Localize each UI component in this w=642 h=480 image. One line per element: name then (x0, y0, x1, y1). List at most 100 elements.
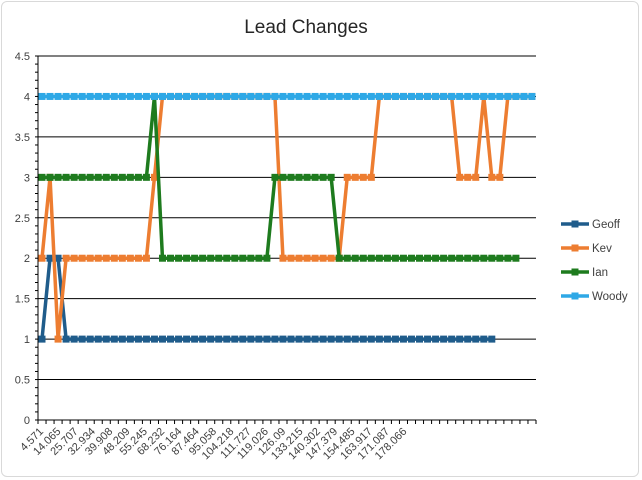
data-point (359, 173, 367, 181)
data-point (480, 254, 488, 262)
data-point (94, 254, 102, 262)
data-point (46, 254, 54, 262)
data-point (319, 254, 327, 262)
data-point (94, 173, 102, 181)
data-point (327, 254, 335, 262)
data-point (183, 92, 191, 100)
data-point (239, 254, 247, 262)
y-tick-label: 2.5 (15, 213, 30, 225)
data-point (167, 92, 175, 100)
data-point (295, 254, 303, 262)
legend-label: Ian (592, 267, 608, 279)
data-point (62, 254, 70, 262)
data-point (399, 335, 407, 343)
data-point (279, 254, 287, 262)
data-point (231, 335, 239, 343)
data-point (472, 92, 480, 100)
data-point (424, 92, 432, 100)
data-point (375, 92, 383, 100)
data-point (383, 335, 391, 343)
series-woody (38, 92, 536, 100)
data-point (86, 254, 94, 262)
data-point (142, 173, 150, 181)
data-point (279, 335, 287, 343)
data-point (46, 92, 54, 100)
data-point (223, 92, 231, 100)
y-tick-label: 3.5 (15, 132, 30, 144)
data-point (488, 92, 496, 100)
y-tick-label: 0 (24, 415, 30, 427)
data-point (319, 173, 327, 181)
data-point (175, 254, 183, 262)
data-point (54, 173, 62, 181)
data-point (303, 254, 311, 262)
legend: Geoff Kev Ian Woody (561, 219, 628, 303)
data-point (158, 335, 166, 343)
data-point (391, 335, 399, 343)
data-point (432, 92, 440, 100)
data-point (464, 254, 472, 262)
data-point (62, 92, 70, 100)
data-point (215, 254, 223, 262)
data-point (432, 254, 440, 262)
data-point (110, 173, 118, 181)
data-point (126, 173, 134, 181)
y-tick-label: 2 (24, 253, 30, 265)
data-point (255, 254, 263, 262)
data-point (424, 254, 432, 262)
data-point (126, 254, 134, 262)
data-point (287, 254, 295, 262)
data-point (62, 173, 70, 181)
data-point (239, 335, 247, 343)
data-point (175, 92, 183, 100)
data-point (255, 335, 263, 343)
data-point (287, 335, 295, 343)
data-point (215, 92, 223, 100)
data-point (335, 335, 343, 343)
legend-item-woody: Woody (561, 291, 628, 303)
y-tick-label: 0.5 (15, 375, 30, 387)
data-point (118, 335, 126, 343)
legend-label: Geoff (592, 219, 621, 231)
data-point (94, 92, 102, 100)
data-point (407, 335, 415, 343)
data-point (520, 92, 528, 100)
data-point (86, 92, 94, 100)
data-point (70, 173, 78, 181)
data-point (311, 254, 319, 262)
y-tick-label: 1 (24, 334, 30, 346)
data-point (271, 173, 279, 181)
legend-swatch-marker (571, 292, 579, 300)
data-point (456, 254, 464, 262)
data-point (54, 335, 62, 343)
data-point (311, 335, 319, 343)
data-point (158, 254, 166, 262)
data-point (480, 92, 488, 100)
legend-swatch-marker (571, 244, 579, 252)
data-point (440, 335, 448, 343)
data-point (488, 173, 496, 181)
data-point (351, 173, 359, 181)
data-point (327, 335, 335, 343)
legend-label: Woody (592, 291, 628, 303)
data-point (303, 173, 311, 181)
data-point (472, 254, 480, 262)
data-point (231, 92, 239, 100)
chart-title: Lead Changes (244, 17, 368, 38)
data-point (142, 335, 150, 343)
grid-layer (38, 55, 536, 421)
data-point (263, 92, 271, 100)
data-point (134, 92, 142, 100)
data-point (343, 254, 351, 262)
data-point (191, 254, 199, 262)
data-point (407, 254, 415, 262)
data-point (271, 92, 279, 100)
data-point (215, 335, 223, 343)
data-point (38, 254, 46, 262)
data-point (126, 92, 134, 100)
data-point (207, 335, 215, 343)
data-point (359, 92, 367, 100)
data-point (191, 92, 199, 100)
legend-item-kev: Kev (561, 243, 612, 255)
